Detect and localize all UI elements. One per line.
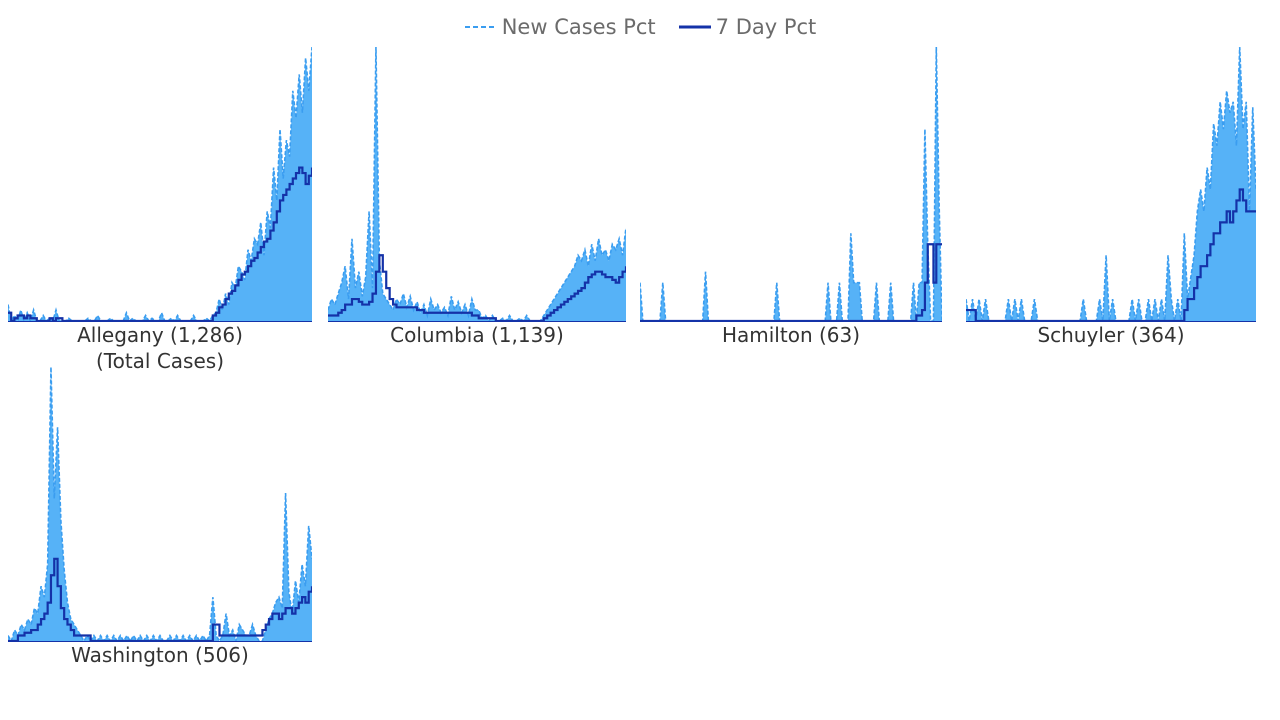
new-cases-area [8,367,312,642]
chart-title: Allegany (1,286) [77,323,243,347]
chart-plot [8,46,312,322]
chart-plot [328,46,626,322]
legend-label: 7 Day Pct [715,15,817,39]
solid-line-swatch-icon [678,25,711,29]
chart-panel: Hamilton (63) [640,46,942,382]
new-cases-area [966,47,1256,322]
new-cases-area [8,47,312,322]
new-cases-pct-line [966,46,1256,322]
dashed-line-swatch-icon [464,26,497,28]
chart-panel: Columbia (1,139) [328,46,626,382]
legend-label: New Cases Pct [501,15,656,39]
new-cases-area [640,47,942,322]
chart-panel: Allegany (1,286) (Total Cases) [8,46,312,382]
chart-panel: Schuyler (364) [966,46,1256,382]
chart-title: Columbia (1,139) [390,323,564,347]
chart-title: Hamilton (63) [721,323,861,347]
chart-title: Washington (506) [71,643,249,667]
chart-plot [640,46,942,322]
legend-item[interactable]: New Cases Pct [464,15,656,39]
new-cases-area [328,47,626,322]
chart-subtitle: (Total Cases) [95,349,225,373]
chart-plot [8,366,312,642]
legend: New Cases Pct 7 Day Pct [0,10,1280,44]
legend-item[interactable]: 7 Day Pct [678,15,817,39]
seven-day-pct-line [640,243,942,322]
new-cases-pct-line [328,46,626,322]
chart-panel: Washington (506) [8,366,312,702]
chart-title: Schuyler (364) [1037,323,1185,347]
new-cases-pct-line [640,46,942,322]
chart-plot [966,46,1256,322]
seven-day-pct-line [328,254,626,322]
new-cases-pct-line [8,366,312,642]
